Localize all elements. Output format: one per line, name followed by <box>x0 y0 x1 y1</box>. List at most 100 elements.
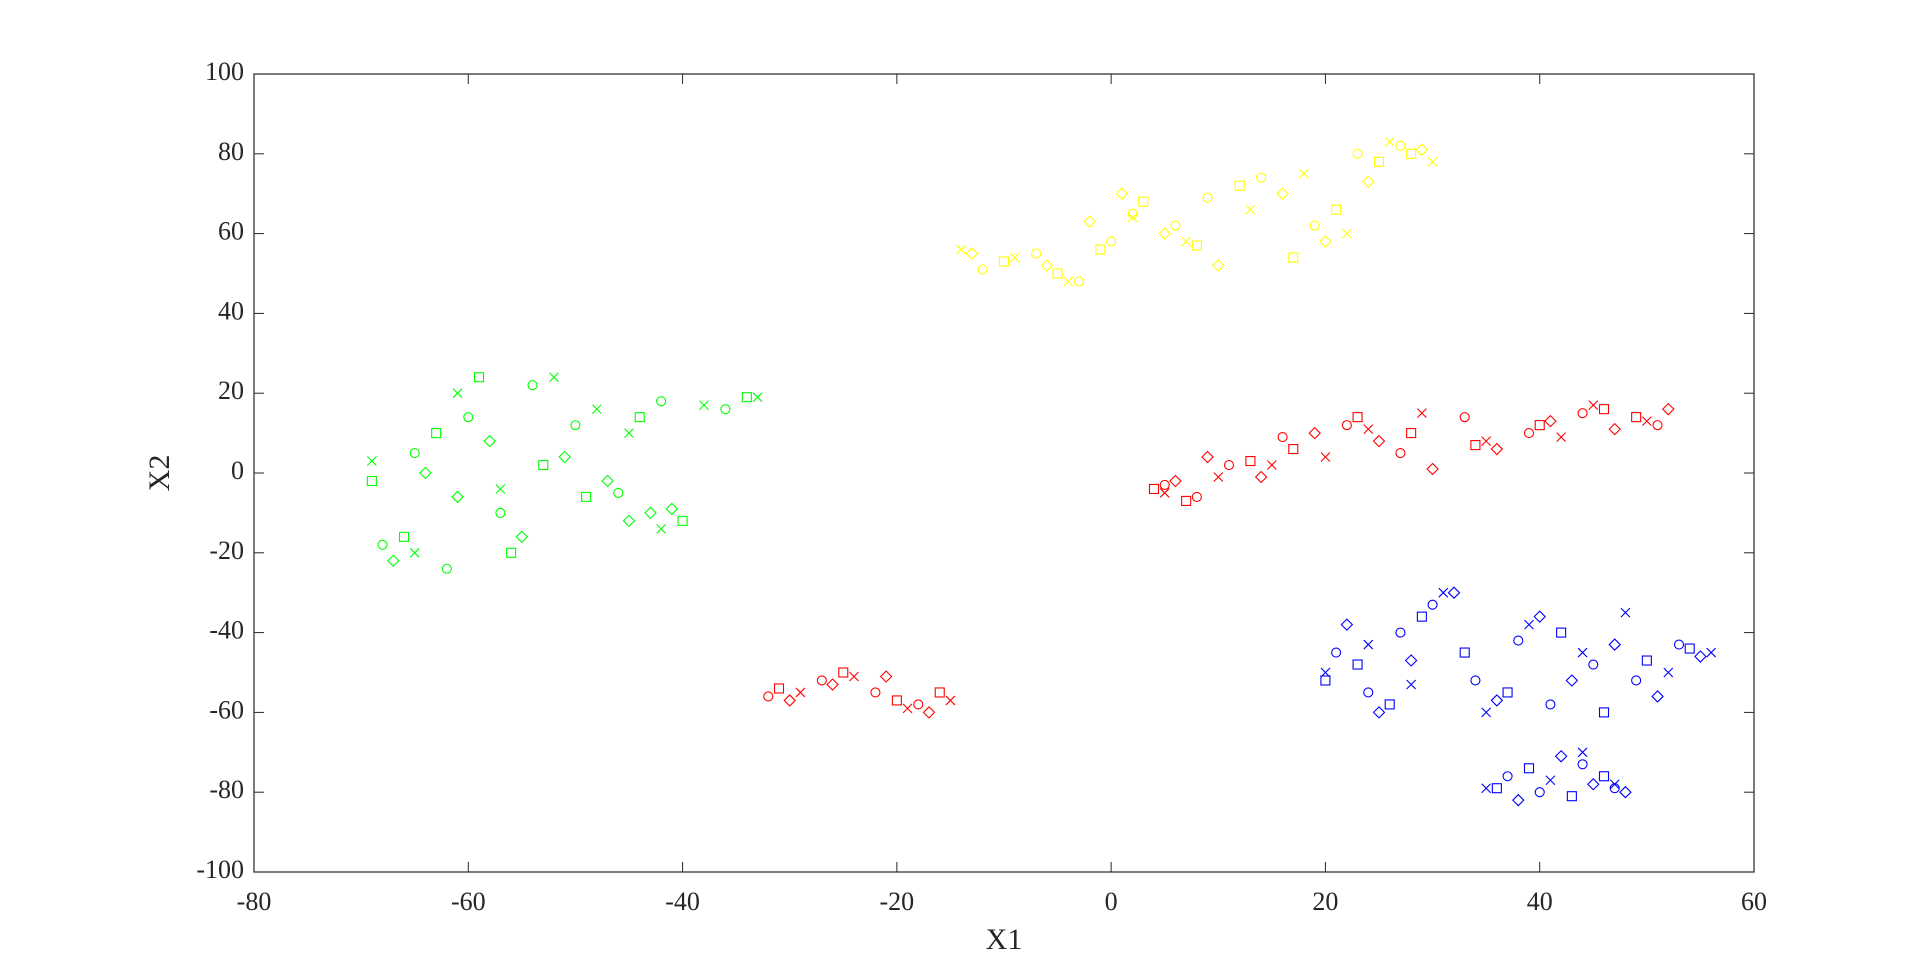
point <box>1373 156 1385 167</box>
point <box>1169 474 1182 488</box>
point <box>451 490 464 504</box>
point <box>826 678 839 691</box>
y-tick-label: 80 <box>218 137 244 166</box>
point <box>1609 779 1620 790</box>
point <box>816 675 827 686</box>
point <box>1052 268 1063 279</box>
point <box>870 687 881 698</box>
y-tick-label: -100 <box>196 855 244 884</box>
point <box>495 484 506 494</box>
point <box>1651 690 1664 703</box>
x-axis-label: X1 <box>986 923 1023 956</box>
point <box>1395 140 1406 151</box>
point <box>1073 276 1085 287</box>
point <box>1427 156 1438 167</box>
point <box>913 699 924 710</box>
point <box>1331 204 1342 215</box>
point <box>1566 791 1577 802</box>
point <box>570 420 581 431</box>
point <box>1352 412 1363 423</box>
point <box>1276 187 1289 200</box>
point <box>1106 236 1117 247</box>
point <box>1544 414 1557 428</box>
point <box>1031 248 1042 259</box>
point <box>795 687 806 698</box>
x-tick-label: -60 <box>451 887 486 916</box>
point <box>624 428 634 438</box>
point <box>1256 172 1267 183</box>
y-tick-label: 40 <box>218 296 244 325</box>
point <box>773 683 785 694</box>
x-tick-label: 60 <box>1741 887 1767 916</box>
point <box>1213 472 1224 482</box>
point <box>977 264 988 275</box>
point <box>1363 639 1374 650</box>
point <box>463 412 474 423</box>
point <box>1309 220 1320 231</box>
point <box>1245 455 1256 467</box>
point <box>1352 148 1363 159</box>
y-axis-label: X2 <box>143 455 176 492</box>
point <box>956 244 967 255</box>
point <box>398 531 410 542</box>
point <box>1426 462 1439 476</box>
point <box>1320 667 1331 678</box>
point <box>1415 143 1429 157</box>
point <box>838 667 849 678</box>
point <box>581 491 592 502</box>
point <box>644 506 657 520</box>
y-tick-label: 100 <box>205 57 244 86</box>
point <box>720 404 731 415</box>
point <box>366 475 377 487</box>
point <box>1191 240 1202 251</box>
point <box>1372 706 1386 719</box>
point <box>1588 400 1599 411</box>
point <box>1545 699 1556 710</box>
point <box>922 706 936 719</box>
point <box>1234 180 1245 191</box>
y-tick-label: -20 <box>209 536 244 565</box>
point <box>1340 618 1354 631</box>
point <box>1063 276 1074 287</box>
point <box>1372 434 1386 448</box>
point <box>1191 491 1202 502</box>
point <box>1524 619 1534 630</box>
point <box>934 687 945 698</box>
point <box>741 392 752 403</box>
point <box>1554 750 1568 763</box>
point <box>1319 235 1332 248</box>
point <box>1212 259 1225 272</box>
point <box>1202 192 1213 203</box>
point <box>1598 404 1610 415</box>
point <box>634 412 645 423</box>
point <box>538 459 549 471</box>
point <box>1534 420 1545 431</box>
point <box>1470 675 1481 686</box>
point <box>1459 647 1470 658</box>
point <box>1288 252 1299 263</box>
point <box>527 380 538 391</box>
point <box>1395 627 1406 638</box>
point <box>1148 483 1160 495</box>
y-tick-label: -40 <box>209 616 244 645</box>
point <box>1170 220 1181 231</box>
point <box>1523 763 1535 774</box>
point <box>1491 783 1502 794</box>
point <box>1127 212 1138 223</box>
point <box>431 428 442 439</box>
point <box>1384 136 1395 147</box>
point <box>1138 196 1149 207</box>
point <box>1223 459 1235 471</box>
point <box>1362 175 1375 189</box>
point <box>409 547 420 558</box>
x-tick-label: -40 <box>665 887 700 916</box>
point <box>763 691 774 702</box>
point <box>483 434 496 448</box>
point <box>1341 420 1352 431</box>
point <box>1588 659 1599 670</box>
point <box>1556 627 1567 638</box>
point <box>1513 635 1524 646</box>
point <box>558 450 571 464</box>
point <box>1577 759 1588 770</box>
point <box>1095 244 1106 255</box>
